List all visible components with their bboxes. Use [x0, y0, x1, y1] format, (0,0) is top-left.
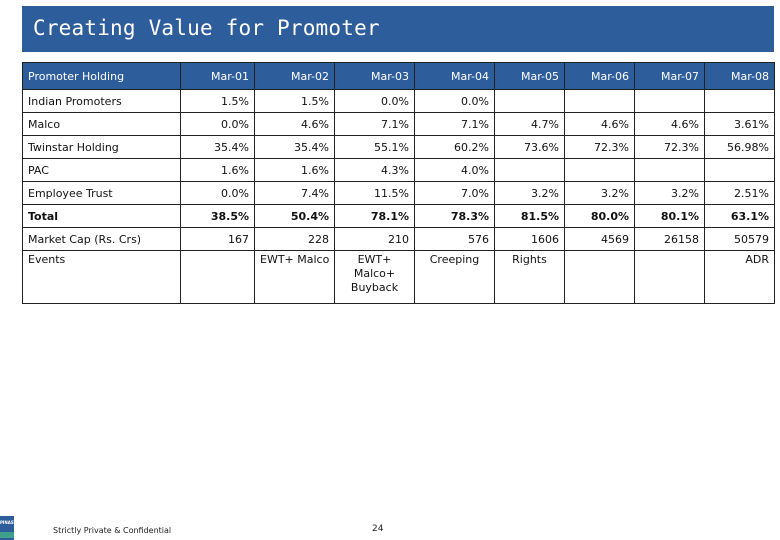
table-cell	[564, 250, 635, 304]
table-cell: 78.1%	[334, 204, 415, 228]
table-cell: 73.6%	[494, 135, 565, 159]
row-label: Malco	[22, 112, 181, 136]
table-cell: 0.0%	[180, 181, 255, 205]
column-header: Promoter Holding	[22, 62, 181, 90]
table-row: Indian Promoters 1.5% 1.5% 0.0% 0.0%	[22, 89, 775, 113]
table-cell: 63.1%	[704, 204, 775, 228]
table-cell: 35.4%	[254, 135, 335, 159]
table-cell: 4.0%	[414, 158, 495, 182]
column-header: Mar-02	[254, 62, 335, 90]
table-cell: ADR	[704, 250, 775, 304]
logo-text: PINAST	[0, 520, 14, 525]
table-cell	[564, 89, 635, 113]
column-header: Mar-05	[494, 62, 565, 90]
table-cell: 1.5%	[254, 89, 335, 113]
table-cell: 50.4%	[254, 204, 335, 228]
page-title: Creating Value for Promoter	[33, 16, 380, 40]
logo-accent-bar	[0, 532, 14, 538]
table-cell: 576	[414, 227, 495, 251]
table-cell: 4.6%	[564, 112, 635, 136]
table-cell: 81.5%	[494, 204, 565, 228]
table-cell: 4569	[564, 227, 635, 251]
table-cell: EWT+ Malco	[254, 250, 335, 304]
column-header: Mar-01	[180, 62, 255, 90]
table-cell	[494, 89, 565, 113]
promoter-holding-table: Promoter Holding Mar-01 Mar-02 Mar-03 Ma…	[22, 62, 775, 304]
table-cell: 2.51%	[704, 181, 775, 205]
table-cell: 80.0%	[564, 204, 635, 228]
table-cell: 11.5%	[334, 181, 415, 205]
table-cell: 55.1%	[334, 135, 415, 159]
table-cell: 0.0%	[180, 112, 255, 136]
table-cell: 78.3%	[414, 204, 495, 228]
table-cell: 35.4%	[180, 135, 255, 159]
table-cell	[180, 250, 255, 304]
table-cell: EWT+ Malco+ Buyback	[334, 250, 415, 304]
table-cell	[564, 158, 635, 182]
table-cell: 38.5%	[180, 204, 255, 228]
table-row: Twinstar Holding 35.4% 35.4% 55.1% 60.2%…	[22, 135, 775, 159]
table-cell: 3.2%	[564, 181, 635, 205]
table-cell	[634, 89, 705, 113]
table-cell: 60.2%	[414, 135, 495, 159]
row-label: Indian Promoters	[22, 89, 181, 113]
table-cell: 80.1%	[634, 204, 705, 228]
table-row: Employee Trust 0.0% 7.4% 11.5% 7.0% 3.2%…	[22, 181, 775, 205]
table-cell	[704, 89, 775, 113]
row-label: Total	[22, 204, 181, 228]
row-label: Twinstar Holding	[22, 135, 181, 159]
column-header: Mar-04	[414, 62, 495, 90]
table-cell: 7.1%	[334, 112, 415, 136]
column-header: Mar-03	[334, 62, 415, 90]
table-cell: 4.7%	[494, 112, 565, 136]
row-label: Events	[22, 250, 181, 304]
table-cell: 3.2%	[634, 181, 705, 205]
table-header-row: Promoter Holding Mar-01 Mar-02 Mar-03 Ma…	[22, 62, 775, 90]
table-cell: Rights	[494, 250, 565, 304]
table-cell: 1.5%	[180, 89, 255, 113]
table-cell: 4.3%	[334, 158, 415, 182]
table-cell: 56.98%	[704, 135, 775, 159]
table-row-total: Total 38.5% 50.4% 78.1% 78.3% 81.5% 80.0…	[22, 204, 775, 228]
table-cell: 7.0%	[414, 181, 495, 205]
table-cell	[634, 158, 705, 182]
page-number: 24	[372, 524, 384, 534]
table-cell: 167	[180, 227, 255, 251]
table-cell: 72.3%	[634, 135, 705, 159]
table-cell: 1.6%	[180, 158, 255, 182]
table-cell: 26158	[634, 227, 705, 251]
table-cell	[634, 250, 705, 304]
table-cell: 3.2%	[494, 181, 565, 205]
table-cell: 1606	[494, 227, 565, 251]
table-row: Market Cap (Rs. Crs) 167 228 210 576 160…	[22, 227, 775, 251]
confidentiality-note: Strictly Private & Confidential	[53, 526, 172, 535]
table-cell: 3.61%	[704, 112, 775, 136]
row-label: Employee Trust	[22, 181, 181, 205]
table-cell: 228	[254, 227, 335, 251]
table-cell: 0.0%	[414, 89, 495, 113]
table-cell: 4.6%	[254, 112, 335, 136]
table-cell	[704, 158, 775, 182]
table-cell: 0.0%	[334, 89, 415, 113]
column-header: Mar-07	[634, 62, 705, 90]
column-header: Mar-08	[704, 62, 775, 90]
company-logo: PINAST	[0, 516, 14, 540]
table-cell: 210	[334, 227, 415, 251]
table-cell: Creeping	[414, 250, 495, 304]
table-cell	[494, 158, 565, 182]
column-header: Mar-06	[564, 62, 635, 90]
table-row: Malco 0.0% 4.6% 7.1% 7.1% 4.7% 4.6% 4.6%…	[22, 112, 775, 136]
table-row: PAC 1.6% 1.6% 4.3% 4.0%	[22, 158, 775, 182]
table-row-events: Events EWT+ Malco EWT+ Malco+ Buyback Cr…	[22, 250, 775, 304]
table-cell: 72.3%	[564, 135, 635, 159]
table-cell: 50579	[704, 227, 775, 251]
row-label: PAC	[22, 158, 181, 182]
row-label: Market Cap (Rs. Crs)	[22, 227, 181, 251]
table-cell: 4.6%	[634, 112, 705, 136]
title-banner: Creating Value for Promoter	[22, 6, 774, 52]
table-cell: 7.1%	[414, 112, 495, 136]
table-cell: 1.6%	[254, 158, 335, 182]
table-cell: 7.4%	[254, 181, 335, 205]
